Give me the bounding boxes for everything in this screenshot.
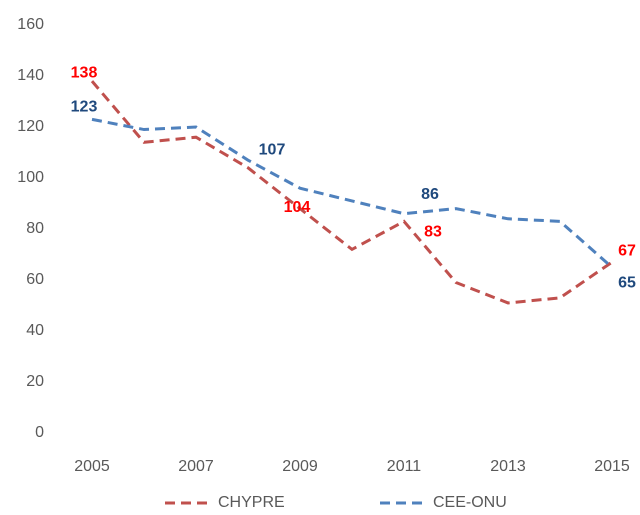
x-tick-label: 2007	[178, 458, 214, 475]
legend-label: CHYPRE	[218, 494, 285, 511]
line-series	[90, 80, 613, 305]
data-label: 65	[618, 274, 636, 291]
x-tick-label: 2013	[490, 458, 526, 475]
x-tick-label: 2009	[282, 458, 318, 475]
data-label: 138	[71, 64, 98, 81]
y-tick-label: 160	[17, 16, 44, 33]
y-tick-label: 140	[17, 67, 44, 84]
data-label: 86	[421, 186, 439, 203]
legend-label: CEE-ONU	[433, 494, 507, 511]
data-label: 67	[618, 242, 636, 259]
line-series	[91, 117, 613, 269]
y-tick-label: 60	[26, 271, 44, 288]
y-tick-label: 40	[26, 322, 44, 339]
y-tick-label: 100	[17, 169, 44, 186]
data-label: 123	[71, 99, 98, 116]
data-label: 83	[424, 224, 442, 241]
x-tick-label: 2005	[74, 458, 110, 475]
data-label: 107	[259, 141, 286, 158]
x-tick-label: 2011	[387, 458, 422, 475]
y-tick-label: 120	[17, 118, 44, 135]
y-tick-label: 80	[26, 220, 44, 237]
y-tick-label: 0	[35, 424, 44, 441]
y-tick-label: 20	[26, 373, 44, 390]
x-tick-label: 2015	[594, 458, 630, 475]
data-label: 104	[284, 199, 311, 216]
